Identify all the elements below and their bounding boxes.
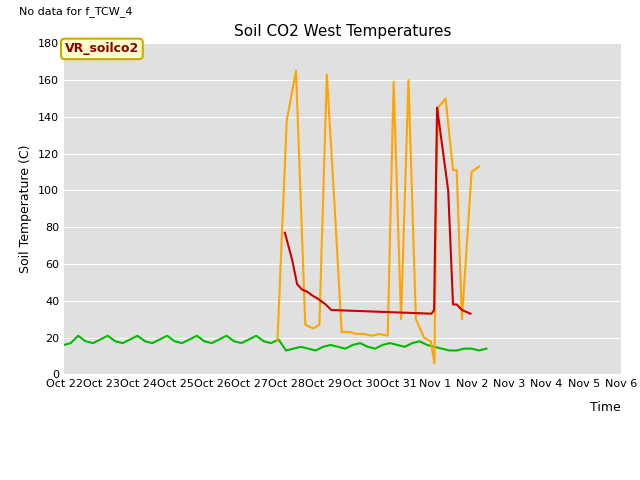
Text: No data for f_TCW_4: No data for f_TCW_4: [19, 6, 133, 17]
Text: VR_soilco2: VR_soilco2: [65, 42, 139, 55]
Y-axis label: Soil Temperature (C): Soil Temperature (C): [19, 144, 33, 273]
Title: Soil CO2 West Temperatures: Soil CO2 West Temperatures: [234, 24, 451, 39]
Text: Time: Time: [590, 401, 621, 414]
Legend: TCW_1, TCW_2, TCW_3: TCW_1, TCW_2, TCW_3: [218, 473, 467, 480]
